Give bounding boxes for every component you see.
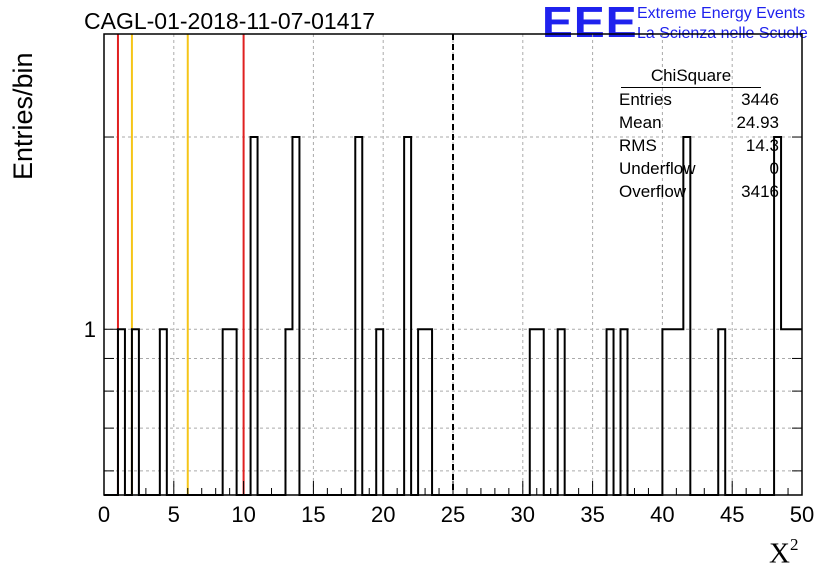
histogram-bin: [676, 329, 683, 495]
page-title: CAGL-01-2018-11-07-01417: [84, 8, 376, 34]
histogram-bin: [292, 137, 299, 495]
histogram-bin: [607, 329, 614, 495]
histogram-bin: [160, 329, 167, 495]
histogram-bin: [788, 329, 795, 495]
histogram-bin: [230, 329, 237, 495]
histogram-bin: [558, 329, 565, 495]
stats-label: RMS: [619, 136, 657, 155]
x-tick-label: 10: [231, 502, 255, 527]
stats-box: ChiSquare Entries 3446 Mean 24.93 RMS 14…: [609, 66, 779, 203]
x-axis-label-superscript: 2: [789, 535, 799, 554]
stats-value: 3416: [741, 182, 779, 201]
stats-value: 24.93: [736, 113, 779, 132]
stats-value: 14.3: [745, 136, 779, 155]
histogram-bin: [669, 329, 676, 495]
stats-row-rms: RMS 14.3: [619, 134, 779, 157]
x-axis-label-base: X: [769, 537, 790, 570]
histogram-bin: [223, 329, 230, 495]
y-tick-label: 1: [84, 317, 96, 342]
x-tick-label: 30: [511, 502, 535, 527]
x-tick-label: 50: [790, 502, 814, 527]
histogram-bin: [376, 329, 383, 495]
histogram-bin: [418, 329, 425, 495]
x-tick-label: 20: [371, 502, 395, 527]
histogram-bin: [118, 329, 125, 495]
histogram-bin: [662, 329, 669, 495]
stats-row-underflow: Underflow 0: [619, 157, 779, 180]
histogram-bin: [537, 329, 544, 495]
x-tick-label: 5: [168, 502, 180, 527]
eee-logo: EEE Extreme Energy Events La Scienza nel…: [542, 0, 832, 48]
stats-row-overflow: Overflow 3416: [619, 180, 779, 203]
stats-label: Overflow: [619, 182, 687, 201]
x-axis-label: X2: [769, 535, 799, 571]
stats-value: 3446: [741, 90, 779, 109]
stats-label: Mean: [619, 113, 662, 132]
logo-line-1: Extreme Energy Events: [637, 5, 806, 22]
histogram-bin: [621, 329, 628, 495]
histogram-bin: [285, 329, 292, 495]
axes-layer: 0 5 10 15 20 25 30 35 40 45 50 1: [84, 33, 814, 527]
stats-row-mean: Mean 24.93: [619, 111, 779, 134]
histogram-bin: [718, 329, 725, 495]
histogram-bin: [530, 329, 537, 495]
x-tick-label: 25: [441, 502, 465, 527]
histogram-bin: [251, 137, 258, 495]
x-tick-label: 40: [650, 502, 674, 527]
histogram-bin: [425, 329, 432, 495]
histogram-bin: [404, 137, 411, 495]
histogram-bin: [795, 329, 802, 495]
histogram-bin: [132, 329, 139, 495]
stats-title: ChiSquare: [621, 66, 761, 88]
stats-row-entries: Entries 3446: [619, 88, 779, 111]
stats-label: Underflow: [619, 159, 696, 178]
x-tick-label: 0: [98, 502, 110, 527]
logo-mark: EEE: [542, 0, 638, 47]
stats-label: Entries: [619, 90, 672, 109]
x-tick-label: 15: [301, 502, 325, 527]
stats-value: 0: [769, 159, 779, 178]
x-tick-label: 45: [720, 502, 744, 527]
x-tick-label: 35: [580, 502, 604, 527]
histogram-bin: [781, 329, 788, 495]
histogram-bin: [355, 137, 362, 495]
